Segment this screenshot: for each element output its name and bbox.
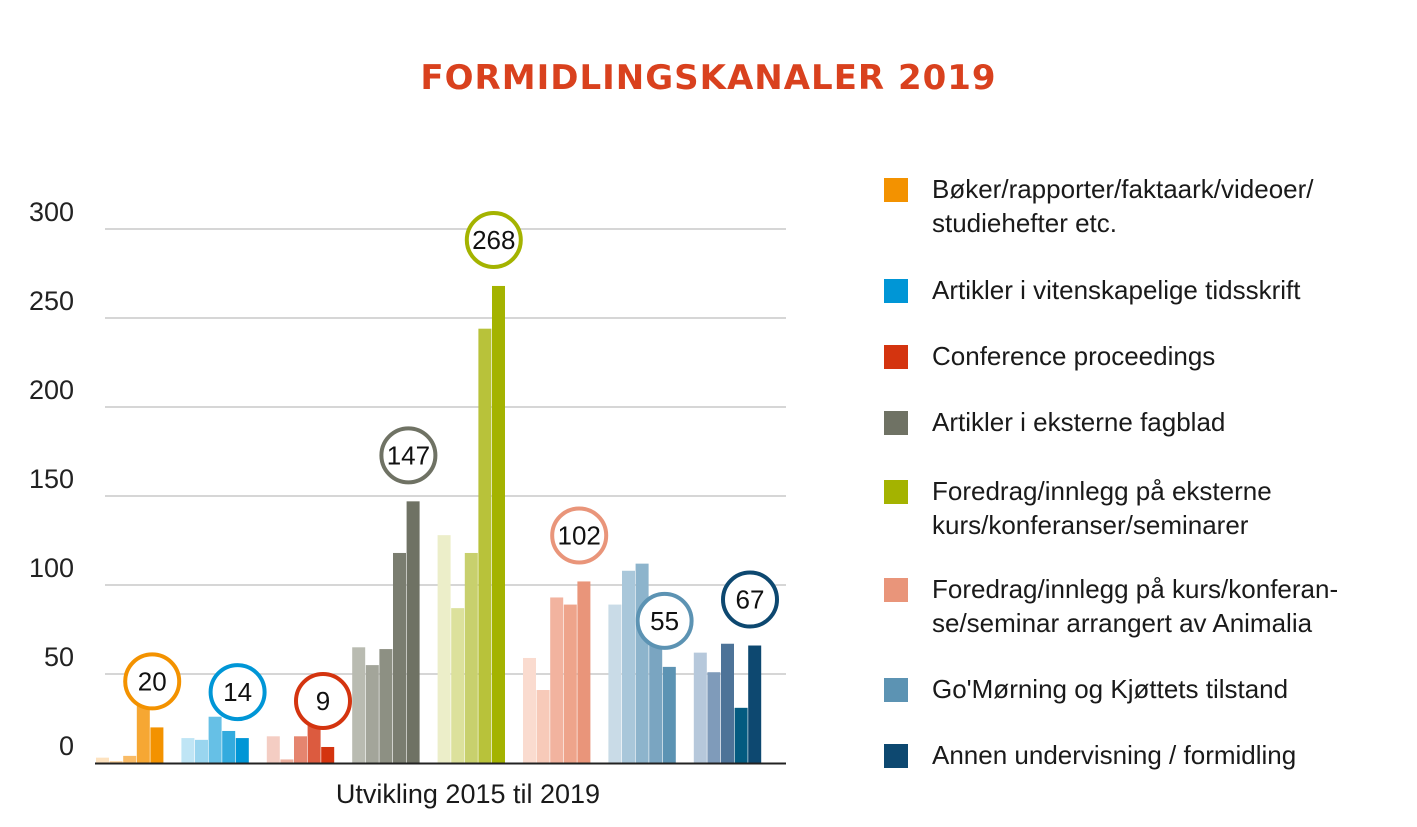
value-badge-circle — [294, 671, 352, 730]
y-tick-label: 200 — [29, 375, 74, 405]
data-label: 9 — [316, 686, 330, 716]
bar — [181, 738, 195, 763]
bar — [622, 570, 635, 763]
bar — [492, 285, 505, 763]
chart-title: FORMIDLINGSKANALER 2019 — [420, 58, 997, 98]
bar — [393, 552, 406, 763]
bar — [307, 722, 321, 763]
data-label: 14 — [223, 677, 252, 707]
y-axis-ticks: 0 50 100 150 200 250 300 — [29, 197, 74, 761]
bar — [109, 761, 123, 763]
bar — [721, 643, 734, 763]
bar — [406, 501, 420, 763]
data-label: 20 — [138, 666, 167, 696]
data-label: 147 — [387, 440, 430, 470]
value-badge-circle — [550, 506, 609, 565]
y-tick-label: 300 — [29, 197, 74, 227]
legend-swatch — [884, 178, 908, 202]
bar — [693, 652, 707, 763]
value-badge-circle — [208, 663, 267, 722]
y-tick-label: 250 — [29, 286, 74, 316]
y-tick-label: 150 — [29, 464, 74, 494]
data-label: 67 — [736, 585, 765, 615]
bar — [464, 552, 478, 763]
legend-label: Go'Mørning og Kjøttets tilstand — [932, 674, 1289, 704]
bar — [266, 736, 280, 763]
bar — [365, 665, 379, 763]
bar — [563, 604, 577, 763]
legend-swatch — [884, 279, 908, 303]
legend-swatch — [884, 411, 908, 435]
bar — [662, 666, 676, 763]
legend-swatch — [884, 480, 908, 504]
bar — [280, 759, 294, 763]
legend-label: Annen undervisning / formidling — [932, 740, 1297, 770]
data-label: 102 — [558, 520, 601, 550]
bar — [437, 535, 451, 763]
y-tick-label: 0 — [59, 731, 74, 761]
bar — [150, 727, 164, 763]
legend-label: Bøker/rapporter/faktaark/videoer/ studie… — [932, 174, 1314, 238]
bar-chart: 0 50 100 150 200 250 300 20 14 9 147 268 102 55 67 Ut… — [29, 197, 786, 809]
data-label: 268 — [472, 225, 515, 255]
bar — [235, 738, 249, 763]
legend-label: Conference proceedings — [932, 341, 1216, 371]
bar — [294, 736, 307, 763]
bar — [96, 757, 109, 763]
value-badges: 20 14 9 147 268 102 55 67 — [123, 210, 779, 730]
bar — [195, 739, 208, 763]
bar — [451, 608, 465, 763]
legend-swatch — [884, 578, 908, 602]
bar — [550, 597, 564, 763]
bar — [635, 563, 649, 763]
x-axis-label: Utvikling 2015 til 2019 — [336, 779, 600, 809]
bar — [536, 690, 550, 763]
bar — [123, 755, 137, 763]
legend-swatch — [884, 744, 908, 768]
bar — [523, 657, 536, 763]
y-tick-label: 50 — [44, 642, 74, 672]
value-badge-circle — [464, 210, 523, 269]
bar — [577, 581, 591, 763]
legend-label: Foredrag/innlegg på eksterne kurs/konfer… — [932, 476, 1272, 540]
bar — [649, 613, 663, 763]
legend-swatch — [884, 678, 908, 702]
value-badge-circle — [721, 570, 779, 629]
value-badge-circle — [635, 591, 694, 650]
bar — [136, 693, 150, 763]
bar — [208, 716, 222, 763]
legend-label: Foredrag/innlegg på kurs/konferan- se/se… — [932, 574, 1339, 638]
bar — [734, 707, 748, 763]
legend-swatch — [884, 345, 908, 369]
bar — [222, 730, 236, 763]
bar — [352, 647, 366, 763]
bar — [379, 649, 393, 763]
legend-label: Artikler i eksterne fagblad — [932, 407, 1226, 437]
value-badge-circle — [123, 652, 182, 711]
y-tick-label: 100 — [29, 553, 74, 583]
bar — [707, 672, 721, 763]
bars — [96, 285, 762, 763]
legend-label: Artikler i vitenskapelige tidsskrift — [932, 275, 1301, 305]
bar — [608, 604, 622, 763]
bar — [321, 746, 335, 763]
value-badge-circle — [379, 426, 438, 485]
bar — [748, 645, 762, 763]
bar — [478, 328, 492, 763]
data-label: 55 — [650, 606, 679, 636]
